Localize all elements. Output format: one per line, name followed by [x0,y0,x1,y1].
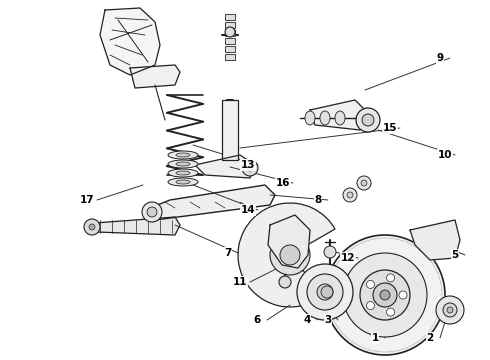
Polygon shape [145,185,275,220]
Circle shape [380,290,390,300]
Polygon shape [310,100,370,130]
Circle shape [357,176,371,190]
Ellipse shape [168,169,198,177]
Circle shape [317,284,333,300]
Circle shape [387,274,394,282]
Polygon shape [95,217,180,235]
Text: 6: 6 [253,315,261,325]
Circle shape [247,165,253,171]
Polygon shape [268,215,310,268]
Polygon shape [410,220,460,260]
Text: 5: 5 [451,250,459,260]
Text: 1: 1 [371,333,379,343]
Circle shape [343,253,427,337]
Text: 14: 14 [241,205,255,215]
Circle shape [89,224,95,230]
Bar [222,100,238,160]
Text: 9: 9 [437,53,443,63]
Circle shape [367,302,374,310]
Circle shape [280,245,300,265]
Polygon shape [130,65,180,88]
Circle shape [325,235,445,355]
Bar [225,30,235,36]
Ellipse shape [168,151,198,159]
Ellipse shape [176,171,190,175]
Bar [225,22,235,28]
Circle shape [436,296,464,324]
Text: 7: 7 [224,248,232,258]
Circle shape [399,291,407,299]
Ellipse shape [176,162,190,166]
Bar [225,54,235,60]
Text: 12: 12 [341,253,355,263]
Ellipse shape [176,153,190,157]
Circle shape [324,246,336,258]
Circle shape [356,108,380,132]
Bar [225,46,235,52]
Text: 11: 11 [233,277,247,287]
Circle shape [361,180,367,186]
Ellipse shape [176,180,190,184]
Ellipse shape [335,111,345,125]
Text: 3: 3 [324,315,332,325]
Circle shape [297,264,353,320]
Circle shape [367,280,374,288]
Ellipse shape [168,160,198,168]
Ellipse shape [305,111,315,125]
Polygon shape [195,155,255,178]
Ellipse shape [168,178,198,186]
Text: 13: 13 [241,160,255,170]
Circle shape [373,283,397,307]
Bar [225,14,235,20]
Bar [225,38,235,44]
Text: 4: 4 [303,315,311,325]
Polygon shape [100,8,160,75]
Text: 15: 15 [383,123,397,133]
Circle shape [242,160,258,176]
Circle shape [443,303,457,317]
Circle shape [225,27,235,37]
Ellipse shape [320,111,330,125]
Circle shape [343,188,357,202]
Wedge shape [238,203,335,307]
Text: 17: 17 [80,195,94,205]
Circle shape [362,114,374,126]
Circle shape [142,202,162,222]
Circle shape [360,270,410,320]
Circle shape [347,192,353,198]
Text: 2: 2 [426,333,434,343]
Circle shape [307,274,343,310]
Text: 10: 10 [438,150,452,160]
Text: 8: 8 [315,195,321,205]
Circle shape [387,308,394,316]
Text: 16: 16 [276,178,290,188]
Circle shape [270,235,310,275]
Circle shape [147,207,157,217]
Circle shape [279,276,291,288]
Circle shape [84,219,100,235]
Circle shape [321,286,333,298]
Circle shape [447,307,453,313]
